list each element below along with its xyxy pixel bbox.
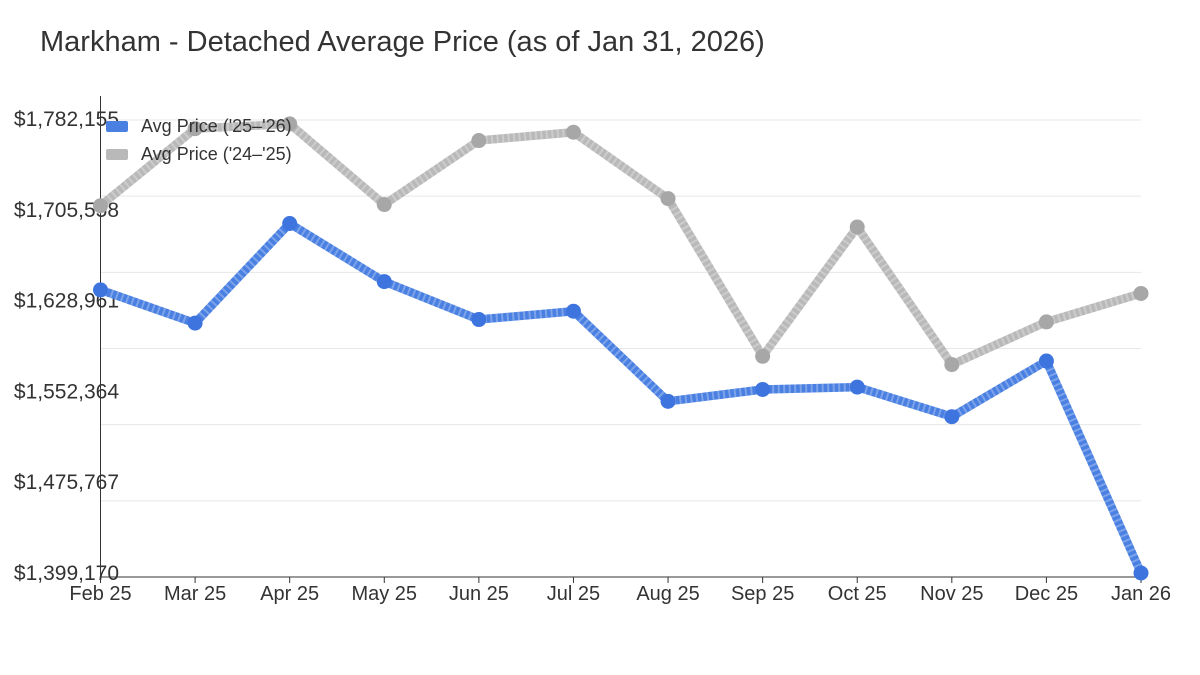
y-axis-tick-label: $1,628,961: [14, 290, 119, 313]
x-axis-tick-label: Feb 25: [69, 583, 131, 605]
y-axis-tick-label: $1,782,155: [14, 108, 119, 131]
data-point[interactable]: [187, 121, 203, 137]
legend-item-avg-price-24-25[interactable]: Avg Price ('24–'25): [106, 140, 292, 168]
data-point[interactable]: [376, 197, 392, 213]
data-point[interactable]: [1133, 285, 1149, 301]
data-point[interactable]: [1038, 353, 1054, 369]
series-line: [96, 219, 1146, 578]
data-point[interactable]: [944, 409, 960, 425]
legend-swatch-gray-icon: [106, 148, 128, 160]
legend-swatch-blue-icon: [106, 120, 128, 132]
legend: Avg Price ('25–'26) Avg Price ('24–'25): [106, 112, 292, 168]
data-point[interactable]: [1038, 314, 1054, 330]
series-line: [96, 119, 1146, 369]
x-axis-tick-label: Jun 25: [449, 583, 509, 605]
legend-label: Avg Price ('24–'25): [141, 143, 292, 164]
x-axis-tick-label: Jul 25: [547, 583, 600, 605]
data-point[interactable]: [755, 381, 771, 397]
y-axis-tick-label: $1,552,364: [14, 380, 119, 403]
data-point[interactable]: [1133, 565, 1149, 581]
data-point[interactable]: [187, 315, 203, 331]
x-axis-tick-label: Nov 25: [920, 583, 983, 605]
x-axis-tick-label: Mar 25: [164, 583, 226, 605]
x-axis-tick-label: Sep 25: [731, 583, 794, 605]
data-point[interactable]: [660, 393, 676, 409]
legend-label: Avg Price ('25–'26): [141, 115, 292, 136]
data-point[interactable]: [93, 282, 108, 298]
data-point[interactable]: [93, 198, 108, 214]
data-point[interactable]: [376, 274, 392, 290]
x-axis-tick-label: Aug 25: [636, 583, 699, 605]
chart-title: Markham - Detached Average Price (as of …: [40, 26, 765, 58]
data-point[interactable]: [282, 116, 298, 132]
data-point[interactable]: [849, 219, 865, 235]
data-point[interactable]: [944, 357, 960, 373]
data-point[interactable]: [849, 379, 865, 395]
data-point[interactable]: [471, 312, 487, 328]
data-point[interactable]: [282, 216, 298, 232]
y-axis-tick-label: $1,399,170: [14, 562, 119, 585]
data-point[interactable]: [471, 133, 487, 149]
y-axis-tick-label: $1,475,767: [14, 471, 119, 494]
x-axis-tick-label: May 25: [351, 583, 417, 605]
y-axis-tick-label: $1,705,558: [14, 199, 119, 222]
data-point[interactable]: [565, 124, 581, 140]
data-point[interactable]: [755, 348, 771, 364]
data-point[interactable]: [565, 303, 581, 319]
x-axis-tick-label: Jan 26: [1111, 583, 1171, 605]
series-line-texture: [99, 219, 1145, 575]
x-axis-tick-label: Oct 25: [828, 583, 887, 605]
x-axis-tick-label: Dec 25: [1015, 583, 1078, 605]
series-line-texture: [97, 119, 1143, 369]
data-point[interactable]: [660, 191, 676, 207]
x-axis-tick-label: Apr 25: [260, 583, 319, 605]
legend-item-avg-price-25-26[interactable]: Avg Price ('25–'26): [106, 112, 292, 140]
